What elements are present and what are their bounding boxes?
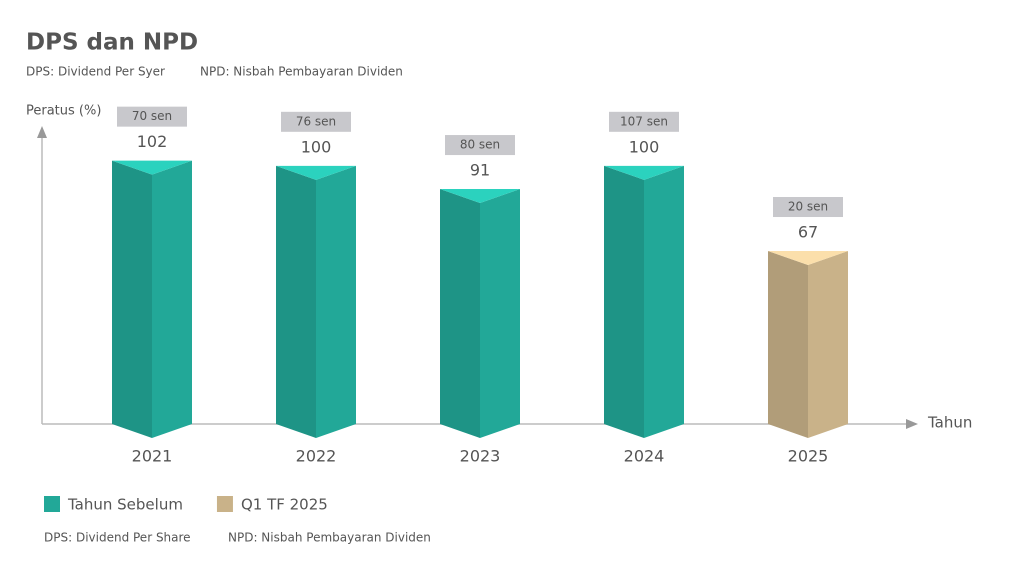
legend-label: Q1 TF 2025 — [241, 496, 328, 514]
dps-label: 20 sen — [788, 200, 828, 214]
dps-box — [117, 106, 187, 127]
bar-side — [644, 165, 684, 438]
y-axis-arrow — [37, 126, 47, 138]
dps-label: 76 sen — [296, 114, 336, 128]
bar-top — [440, 189, 520, 204]
x-axis-label: Tahun — [927, 414, 972, 432]
value-label: 100 — [629, 137, 660, 156]
x-tick-label: 2025 — [788, 447, 829, 466]
note: DPS: Dividend Per Syer — [26, 65, 165, 79]
bar — [604, 165, 644, 438]
bar-top — [276, 165, 356, 180]
legend-label: Tahun Sebelum — [67, 496, 183, 514]
bar-top — [112, 160, 192, 175]
note: NPD: Nisbah Pembayaran Dividen — [200, 65, 403, 79]
x-tick-label: 2022 — [296, 447, 337, 466]
legend-swatch — [44, 496, 60, 512]
footer-note: NPD: Nisbah Pembayaran Dividen — [228, 531, 431, 545]
legend-swatch — [216, 496, 233, 512]
bar — [112, 160, 152, 438]
bar-side — [316, 165, 356, 438]
value-label: 102 — [137, 132, 168, 151]
x-tick-label: 2023 — [460, 447, 501, 466]
dps-box — [609, 111, 679, 132]
bar-side — [152, 160, 192, 438]
bar-top — [604, 165, 684, 180]
x-axis-arrow — [906, 419, 918, 429]
bar — [276, 165, 316, 438]
x-tick-label: 2024 — [624, 447, 665, 466]
value-label: 100 — [301, 137, 332, 156]
bar — [440, 189, 480, 438]
y-axis-label: Peratus (%) — [26, 104, 101, 119]
dps-label: 107 sen — [620, 114, 668, 128]
dps-box — [281, 111, 351, 132]
dps-box — [445, 135, 515, 156]
footer-note: DPS: Dividend Per Share — [44, 531, 191, 545]
dps-box — [773, 197, 843, 218]
value-label: 91 — [470, 161, 490, 180]
x-tick-label: 2021 — [132, 447, 173, 466]
value-label: 67 — [798, 223, 818, 242]
bar — [768, 251, 808, 438]
dps-label: 70 sen — [132, 109, 172, 123]
bar-side — [480, 189, 520, 438]
chart-title: DPS dan NPD — [26, 30, 198, 56]
bar-side — [808, 251, 848, 438]
dps-label: 80 sen — [460, 138, 500, 152]
bar-top — [768, 251, 848, 266]
